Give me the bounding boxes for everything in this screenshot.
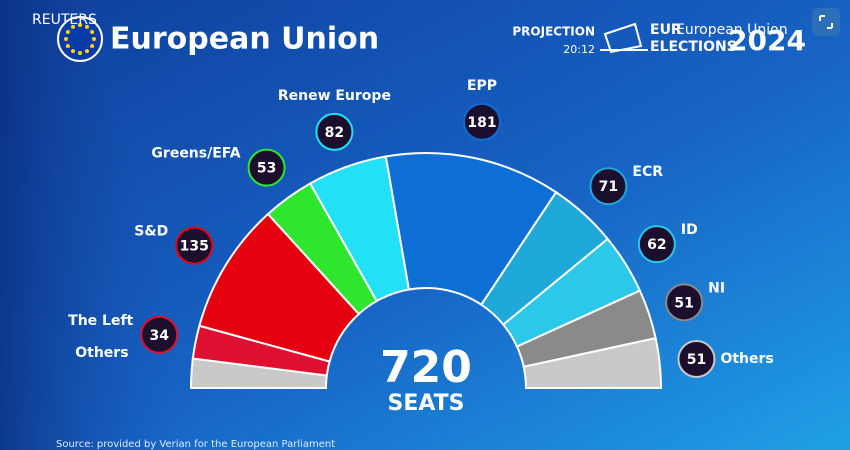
eu-star (85, 49, 89, 54)
value-label: 53 (257, 161, 276, 177)
party-name: Others (75, 345, 128, 361)
value-badge (247, 148, 286, 187)
eu-star (71, 49, 75, 54)
time: 20:12 (563, 43, 595, 56)
party-name: NI (708, 280, 725, 296)
eu-star (65, 44, 70, 48)
source: Source: provided by Verian for the Europ… (56, 439, 335, 450)
party-name: ID (681, 222, 698, 238)
eu-star (78, 51, 82, 55)
eu-flag (57, 16, 103, 62)
value-badge (175, 226, 214, 265)
value-badge (315, 112, 354, 151)
event-line1: EUR (650, 22, 682, 38)
value-badge (140, 315, 179, 354)
value-badge (677, 340, 716, 379)
expand-icon (819, 15, 833, 29)
event-year: 2024 (728, 24, 806, 57)
total: 720 (380, 342, 472, 393)
value-label: 62 (647, 237, 666, 253)
value-label: 82 (325, 125, 344, 141)
party-name: EPP (467, 78, 497, 94)
value-label: 71 (599, 179, 618, 195)
value-badge (462, 102, 501, 141)
value-label: 34 (150, 328, 170, 344)
eu-stars (64, 23, 96, 55)
value-label: 51 (674, 295, 693, 311)
total-label: SEATS (387, 391, 464, 416)
value-badge (665, 283, 704, 322)
value-badge (589, 167, 628, 206)
eu-star (92, 37, 96, 41)
eu-star (64, 37, 68, 41)
party-name: S&D (134, 224, 168, 240)
brand: REUTERS (32, 12, 97, 28)
party-name: Greens/EFA (151, 146, 240, 162)
chart-title: European Union (110, 22, 379, 57)
value-label: 181 (467, 115, 496, 131)
expand-button[interactable] (812, 8, 840, 36)
eu-star (90, 30, 95, 34)
projection: PROJECTION (512, 25, 595, 39)
watermark: European Union (676, 22, 788, 38)
value-badge (637, 225, 676, 264)
eu-star (65, 30, 70, 34)
value-label: 135 (180, 239, 209, 255)
party-name: ECR (632, 164, 663, 180)
eu-star (78, 23, 82, 27)
party-name: The Left (68, 313, 133, 329)
eu-star (90, 44, 95, 48)
event-line2: ELECTIONS (650, 39, 737, 55)
seat-segment (522, 336, 663, 389)
party-name: Renew Europe (278, 88, 391, 104)
eu-star (71, 24, 75, 29)
ballot-icon (600, 22, 648, 54)
eu-star (85, 24, 89, 29)
value-label: 51 (687, 352, 706, 368)
party-name: Others (720, 351, 773, 367)
